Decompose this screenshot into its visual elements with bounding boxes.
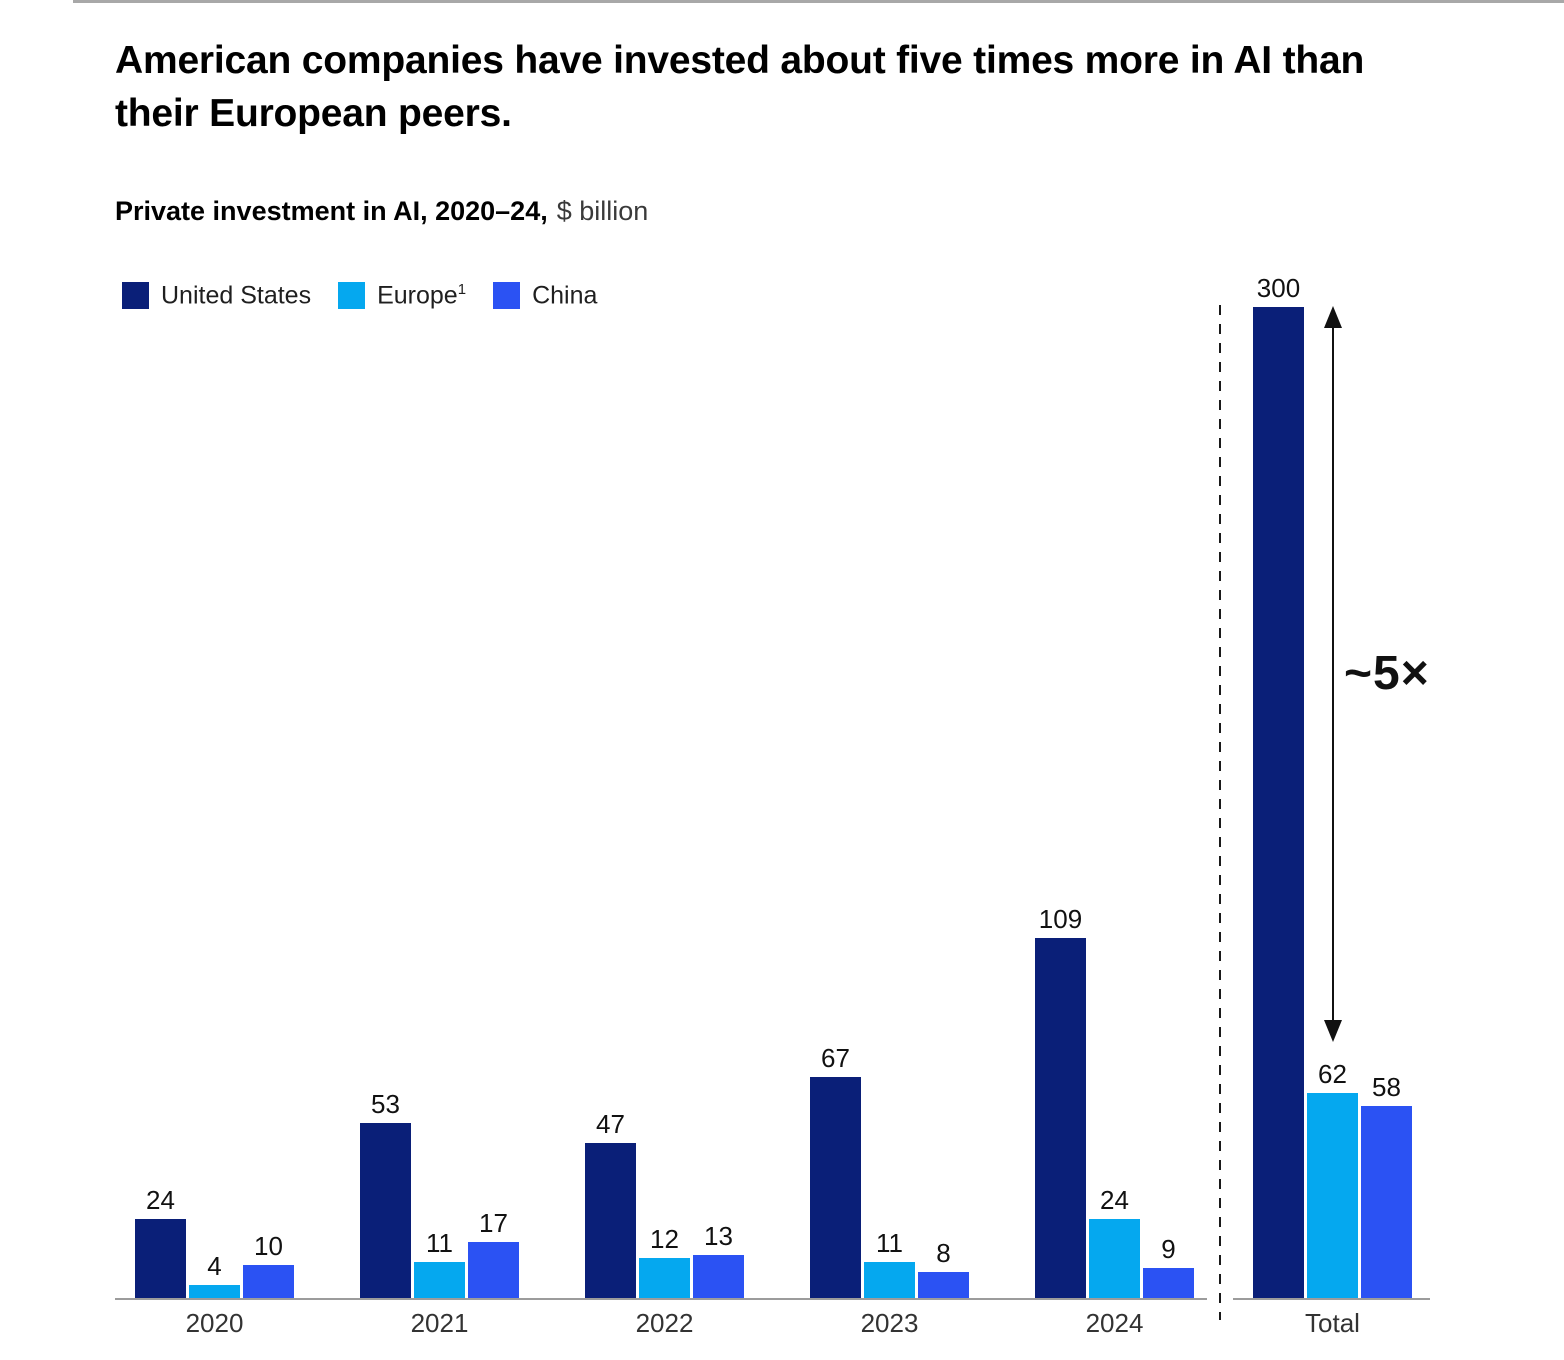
- double-arrow-icon: [1324, 306, 1342, 1042]
- chart-headline: American companies have invested about f…: [115, 34, 1475, 140]
- bar-china-2022: [693, 1255, 744, 1298]
- bar-united-states-2023: [810, 1077, 861, 1298]
- value-label-europe-2023: 11: [876, 1228, 903, 1258]
- bar-europe-2021: [414, 1262, 465, 1298]
- value-label-china-2020: 10: [254, 1231, 283, 1261]
- bar-europe-2022: [639, 1258, 690, 1298]
- legend-item-united-states: United States: [122, 281, 311, 310]
- legend-swatch-china: [493, 282, 521, 310]
- x-axis-label-2020: 2020: [185, 1308, 244, 1338]
- top-divider: [73, 0, 1564, 3]
- bar-united-states-2020: [135, 1219, 186, 1298]
- bar-china-2020: [243, 1265, 294, 1298]
- x-axis-label-2021: 2021: [410, 1308, 469, 1338]
- value-label-united-states-2021: 53: [371, 1089, 400, 1119]
- legend-label-china: China: [532, 281, 598, 310]
- x-axis-label-2024: 2024: [1085, 1308, 1144, 1338]
- legend-swatch-united-states: [122, 282, 149, 310]
- legend-item-europe: Europe1: [338, 281, 466, 310]
- x-axis-label-2023: 2023: [860, 1308, 919, 1338]
- value-label-europe-2022: 12: [650, 1224, 679, 1254]
- bar-china-2023: [918, 1272, 969, 1298]
- bar-china-2021: [468, 1242, 519, 1298]
- headline-line-1: American companies have invested about f…: [115, 39, 1365, 82]
- legend-label-europe: Europe1: [377, 281, 467, 310]
- value-label-china-2021: 17: [479, 1208, 508, 1238]
- value-label-china-total: 58: [1372, 1072, 1401, 1102]
- bar-europe-2023: [864, 1262, 915, 1298]
- value-label-united-states-2024: 109: [1038, 904, 1083, 934]
- bar-europe-2024: [1089, 1219, 1140, 1298]
- x-axis-label-total: Total: [1305, 1308, 1360, 1338]
- value-label-united-states-2023: 67: [821, 1043, 850, 1073]
- value-label-europe-2024: 24: [1100, 1185, 1129, 1215]
- x-axis-line-total: [1233, 1298, 1430, 1300]
- bar-china-total: [1361, 1106, 1412, 1298]
- value-label-united-states-2022: 47: [596, 1109, 625, 1139]
- x-axis-label-2022: 2022: [635, 1308, 694, 1338]
- legend-item-china: China: [493, 281, 597, 310]
- value-label-china-2022: 13: [704, 1221, 733, 1251]
- value-label-united-states-total: 300: [1256, 273, 1301, 303]
- value-label-europe-2020: 4: [207, 1251, 222, 1281]
- bar-europe-total: [1307, 1093, 1358, 1298]
- legend: United States Europe1 China: [122, 281, 624, 310]
- value-label-china-2023: 8: [936, 1238, 951, 1268]
- bar-united-states-total: [1253, 307, 1304, 1298]
- subtitle-measure: Private investment in AI, 2020–24,: [115, 196, 548, 226]
- x-axis-line: [115, 1298, 1207, 1300]
- value-label-europe-total: 62: [1318, 1059, 1347, 1089]
- bar-united-states-2024: [1035, 938, 1086, 1298]
- subtitle-unit: $ billion: [556, 196, 649, 226]
- bar-europe-2020: [189, 1285, 240, 1298]
- chart-subtitle: Private investment in AI, 2020–24, $ bill…: [115, 196, 648, 227]
- legend-label-united-states: United States: [161, 281, 312, 310]
- legend-swatch-europe: [338, 282, 366, 310]
- footnote-marker: 1: [457, 281, 467, 298]
- bar-united-states-2022: [585, 1143, 636, 1298]
- multiplier-annotation: ~5×: [1344, 647, 1430, 700]
- bar-china-2024: [1143, 1268, 1194, 1298]
- bar-united-states-2021: [360, 1123, 411, 1298]
- value-label-united-states-2020: 24: [146, 1185, 175, 1215]
- value-label-china-2024: 9: [1161, 1234, 1176, 1264]
- headline-line-2: their European peers.: [115, 92, 512, 135]
- value-label-europe-2021: 11: [426, 1228, 453, 1258]
